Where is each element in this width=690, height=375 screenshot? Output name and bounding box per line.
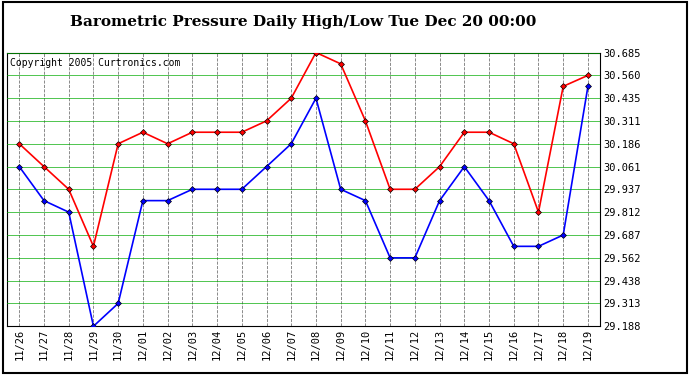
Text: Copyright 2005 Curtronics.com: Copyright 2005 Curtronics.com — [10, 58, 180, 68]
Text: Barometric Pressure Daily High/Low Tue Dec 20 00:00: Barometric Pressure Daily High/Low Tue D… — [70, 15, 537, 29]
